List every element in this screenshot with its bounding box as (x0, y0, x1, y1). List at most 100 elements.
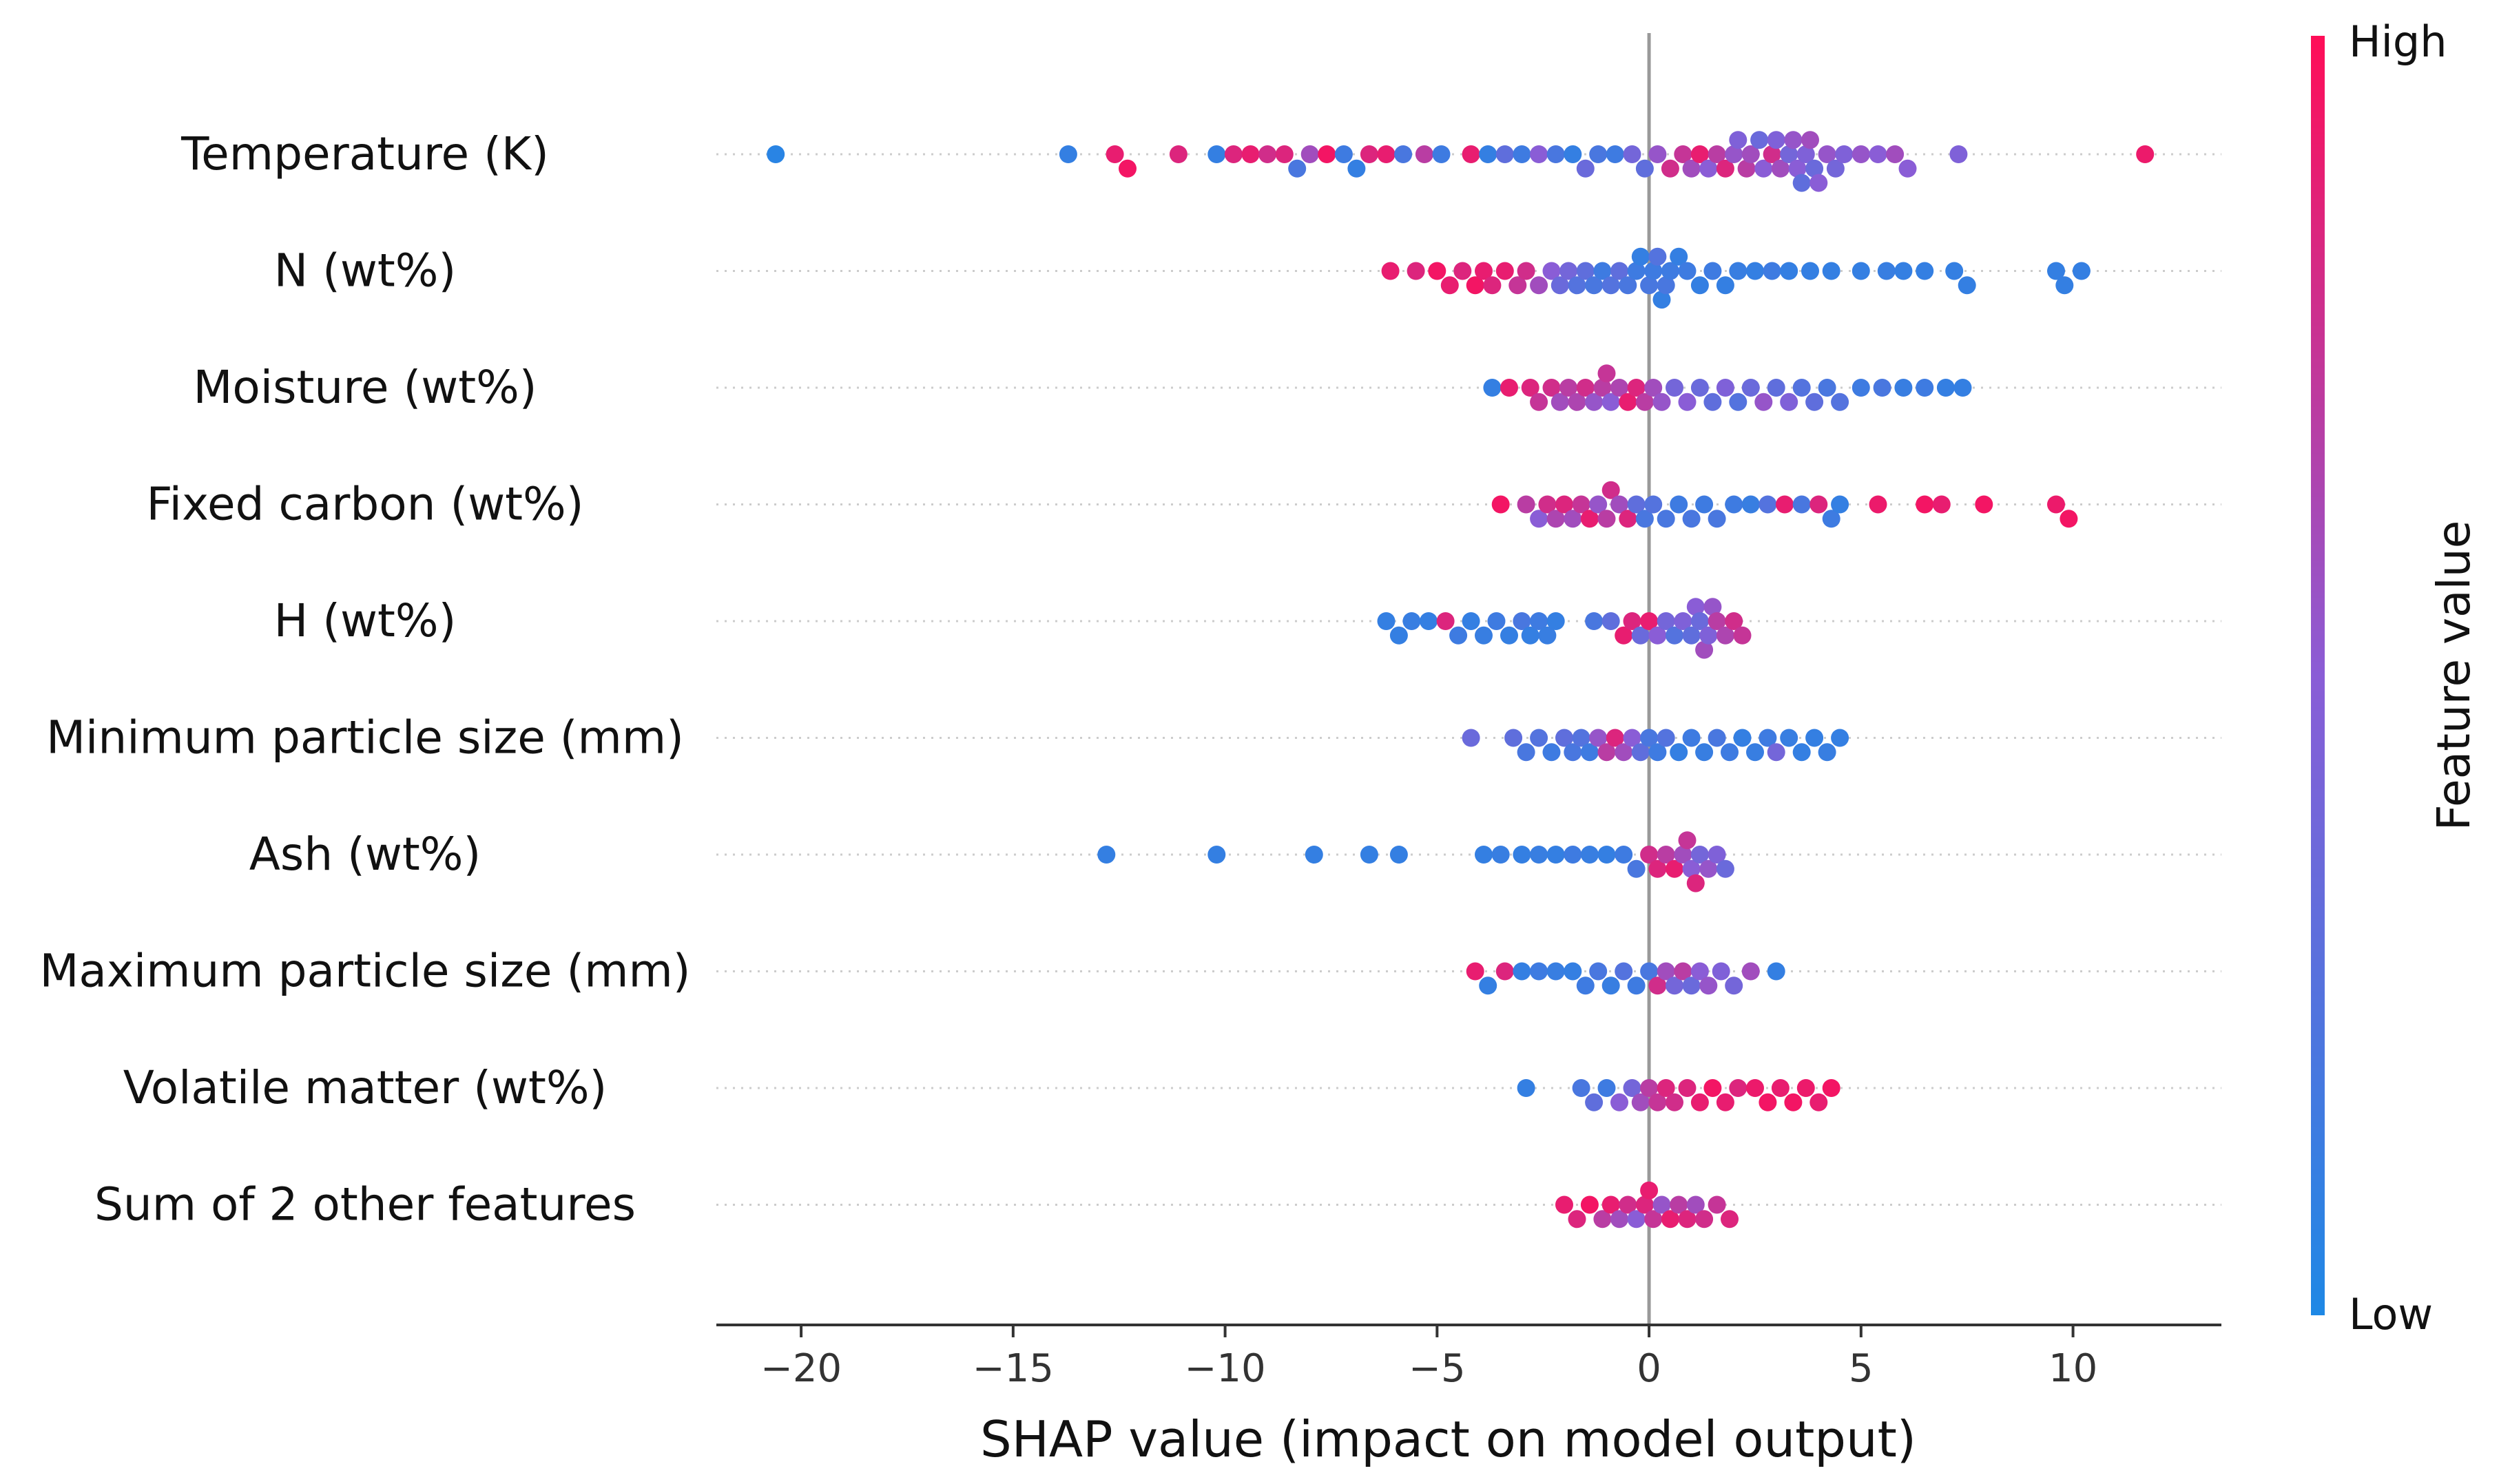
data-point (1580, 846, 1599, 864)
data-point (1690, 276, 1709, 295)
feature-label: Maximum particle size (mm) (39, 945, 690, 998)
data-point (1648, 743, 1667, 762)
data-point (1432, 145, 1451, 163)
data-point (1805, 729, 1824, 747)
data-point (1729, 262, 1747, 280)
data-point (1559, 262, 1578, 280)
data-point (1712, 962, 1730, 981)
data-point (1767, 131, 1785, 149)
data-point (1530, 276, 1548, 295)
data-point (1169, 145, 1187, 163)
data-point (1648, 976, 1667, 995)
data-point (1792, 379, 1811, 397)
data-point (1623, 1079, 1641, 1097)
data-point (1305, 846, 1323, 864)
feature-label: Fixed carbon (wt%) (146, 478, 583, 531)
data-point (1818, 743, 1836, 762)
data-point (1623, 729, 1641, 747)
data-point (1580, 1195, 1599, 1214)
data-point (1792, 174, 1811, 192)
data-point (1207, 846, 1226, 864)
feature-label: Sum of 2 other features (94, 1178, 636, 1231)
data-point (1601, 612, 1620, 630)
data-point (1831, 393, 1849, 411)
data-point (1619, 276, 1637, 295)
data-point (1936, 379, 1955, 397)
data-point (1886, 145, 1905, 163)
data-point (1436, 612, 1455, 630)
data-point (1767, 379, 1785, 397)
data-point (1721, 743, 1739, 762)
data-point (1708, 510, 1726, 528)
data-point (1822, 510, 1840, 528)
data-point (1801, 131, 1819, 149)
data-point (1415, 145, 1433, 163)
data-point (1500, 379, 1518, 397)
data-point (1670, 495, 1688, 514)
data-point (1593, 262, 1612, 280)
data-point (1690, 1093, 1709, 1111)
data-point (1640, 1181, 1659, 1200)
data-point (1721, 1210, 1739, 1229)
data-point (1521, 626, 1539, 645)
data-point (1530, 510, 1548, 528)
data-point (2072, 262, 2091, 280)
data-point (1500, 626, 1518, 645)
data-point (1546, 846, 1565, 864)
data-point (1627, 262, 1646, 280)
data-point (1615, 962, 1633, 981)
data-point (1631, 1093, 1650, 1111)
data-point (1542, 379, 1561, 397)
data-point (1381, 262, 1400, 280)
data-point (1224, 145, 1243, 163)
data-point (1759, 1093, 1777, 1111)
data-point (1593, 379, 1612, 397)
data-point (1360, 846, 1378, 864)
data-point (1550, 393, 1569, 411)
data-point (1627, 1210, 1646, 1229)
data-point (1440, 276, 1459, 295)
data-point (1546, 145, 1565, 163)
data-point (1487, 612, 1506, 630)
colorbar-low-label: Low (2349, 1289, 2433, 1339)
data-point (1725, 976, 1743, 995)
x-tick-label: −15 (973, 1346, 1054, 1391)
data-point (1648, 859, 1667, 878)
data-point (1666, 859, 1683, 878)
data-point (1759, 729, 1777, 747)
data-point (1542, 262, 1561, 280)
data-point (1466, 962, 1484, 981)
data-point (1097, 846, 1116, 864)
x-axis-title: SHAP value (impact on model output) (980, 1410, 1916, 1468)
data-point (1597, 1079, 1616, 1097)
data-point (1601, 481, 1620, 499)
data-point (1517, 495, 1535, 514)
data-point (1550, 276, 1569, 295)
data-point (1513, 846, 1531, 864)
data-point (1759, 495, 1777, 514)
data-point (1475, 262, 1493, 280)
data-point (1606, 729, 1624, 747)
data-point (1682, 626, 1701, 645)
data-point (1491, 846, 1510, 864)
data-point (1877, 262, 1896, 280)
data-point (1288, 159, 1307, 178)
data-point (1796, 145, 1815, 163)
data-point (1809, 174, 1828, 192)
row-guides (716, 153, 2221, 1206)
data-point (1597, 743, 1616, 762)
data-point (1831, 495, 1849, 514)
data-point (1530, 145, 1548, 163)
data-point (1678, 1210, 1697, 1229)
data-point (2136, 145, 2155, 163)
data-point (1818, 379, 1836, 397)
data-point (1589, 962, 1608, 981)
data-point (1601, 976, 1620, 995)
data-point (1780, 262, 1798, 280)
data-point (1898, 159, 1917, 178)
data-point (1631, 743, 1650, 762)
colorbar (2311, 36, 2325, 1315)
data-point (1699, 976, 1718, 995)
data-point (1640, 962, 1659, 981)
